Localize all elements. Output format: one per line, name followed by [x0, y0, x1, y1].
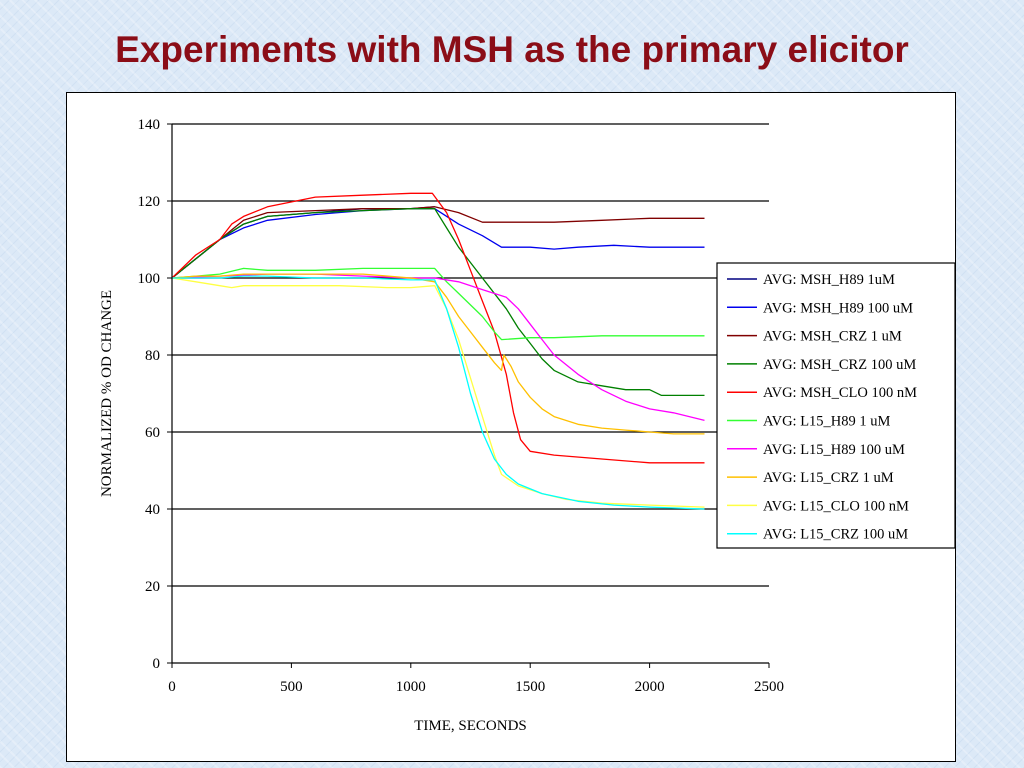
x-tick-label: 500: [280, 679, 303, 695]
legend-entry: AVG: MSH_CRZ 100 uM: [763, 357, 916, 373]
legend-entry: AVG: L15_CRZ 100 uM: [763, 527, 908, 543]
series-line-4: [171, 208, 705, 397]
tick-labels: 0 20 40 60 80 100 120 140 0 500 1000 1500 2000 2500: [138, 117, 785, 695]
y-tick-label: 80: [145, 348, 160, 364]
x-axis-title: TIME, SECONDS: [414, 718, 527, 734]
legend-entry: AVG: L15_H89 1 uM: [763, 414, 891, 430]
legend-entry: AVG: L15_CLO 100 nM: [763, 498, 909, 514]
x-tick-label: 0: [168, 679, 176, 695]
y-axis-title: NORMALIZED % OD CHANGE: [99, 290, 115, 497]
series-line-9: [171, 277, 705, 508]
slide-title: Experiments with MSH as the primary elic…: [115, 29, 909, 70]
series-line-5: [171, 192, 705, 464]
x-tick-label: 1000: [396, 679, 426, 695]
series-line-7: [171, 273, 705, 422]
series-line-2: [171, 208, 705, 279]
x-tick-label: 2500: [754, 679, 784, 695]
y-tick-label: 0: [153, 656, 161, 672]
gridlines: [172, 123, 769, 587]
legend-entry: AVG: L15_CRZ 1 uM: [763, 470, 894, 486]
series-lines: [171, 192, 705, 510]
y-tick-label: 100: [138, 271, 161, 287]
legend-entry: AVG: MSH_CRZ 1 uM: [763, 329, 902, 345]
series-line-1: [171, 206, 435, 279]
legend-entry: AVG: MSH_H89 100 uM: [763, 300, 913, 316]
series-line-8: [171, 273, 705, 435]
legend-entry: AVG: MSH_H89 1uM: [763, 272, 895, 288]
legend-entry: AVG: L15_H89 100 uM: [763, 442, 905, 458]
x-tick-label: 2000: [635, 679, 665, 695]
y-tick-label: 40: [145, 502, 160, 518]
series-line-3: [171, 206, 705, 279]
axes: [167, 123, 770, 668]
series-line-6: [171, 267, 705, 341]
series-line-10: [172, 275, 705, 510]
y-tick-label: 60: [145, 425, 160, 441]
chart-frame: 0 20 40 60 80 100 120 140 0 500 1000 1500 2000 2500 T…: [66, 92, 956, 762]
y-tick-label: 20: [145, 579, 160, 595]
x-tick-label: 1500: [515, 679, 545, 695]
line-chart: 0 20 40 60 80 100 120 140 0 500 1000 1500 2000 2500 T…: [99, 117, 955, 734]
legend: AVG: MSH_H89 1uM AVG: MSH_H89 100 uM AVG: …: [716, 262, 955, 549]
y-tick-label: 140: [138, 117, 161, 133]
y-tick-label: 120: [138, 194, 161, 210]
legend-entry: AVG: MSH_CLO 100 nM: [763, 385, 917, 401]
legend-box: [716, 262, 955, 549]
